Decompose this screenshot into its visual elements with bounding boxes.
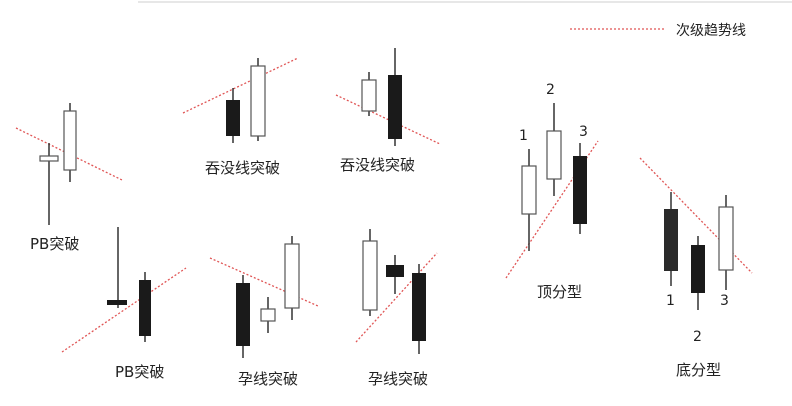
top-fractal-number-1: 1 [519,128,528,144]
top-fractal [505,103,599,279]
bottom-fractal-number-1: 1 [666,293,675,309]
bottom-fractal [639,157,753,310]
candle-body [250,65,266,137]
trend-line [355,252,438,343]
candle-body [139,280,151,336]
harami-breakout-2 [355,229,438,354]
candle-body [63,110,77,171]
bottom-fractal-number-3: 3 [720,293,729,309]
label-harami-breakout-1: 孕线突破 [238,370,299,388]
trend-line [182,57,299,114]
candle-body [718,206,734,271]
label-top-fractal: 顶分型 [537,283,583,301]
candle-body [236,283,250,346]
candle-body [284,243,300,309]
bottom-fractal-number-2: 2 [693,329,702,345]
candle-body [412,273,426,341]
pb-breakout-top [15,103,123,225]
trend-line [61,267,187,353]
candle-body [388,75,402,139]
label-pb-breakout-bottom: PB突破 [115,363,165,381]
engulfing-breakout-1 [182,57,299,143]
trend-line [209,257,319,307]
top-fractal-number-3: 3 [579,124,588,140]
candle-body [39,155,59,162]
label-engulfing-breakout-1: 吞没线突破 [205,159,281,177]
candle-body [260,308,276,322]
engulfing-breakout-2 [335,48,441,146]
candle-body [546,130,562,180]
candle-body [362,240,378,311]
candle-body [521,165,537,215]
candle-body [107,300,127,305]
pb-breakout-bottom [61,227,187,353]
candle-body [226,100,240,136]
label-bottom-fractal: 底分型 [676,361,722,379]
legend-label: 次级趋势线 [676,23,746,39]
candle-body [386,265,404,277]
candle-body [361,79,377,112]
candle-body [664,209,678,271]
top-fractal-number-2: 2 [546,82,555,98]
label-harami-breakout-2: 孕线突破 [368,370,429,388]
candle-body [691,245,705,293]
label-engulfing-breakout-2: 吞没线突破 [340,156,416,174]
candle-body [573,156,587,224]
harami-breakout-1 [209,236,319,358]
label-pb-breakout-top: PB突破 [30,235,80,253]
